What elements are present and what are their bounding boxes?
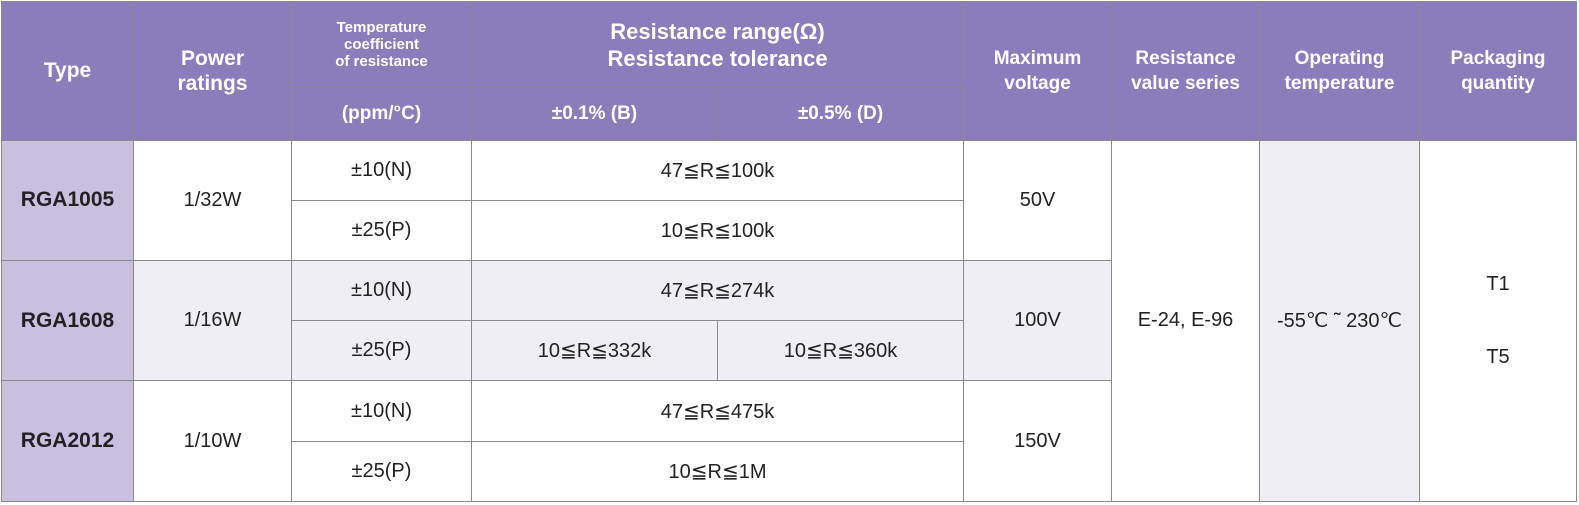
- packaging-t1: T1: [1486, 272, 1510, 295]
- operating-temp-cell: -55℃ ˜ 230℃: [1259, 139, 1421, 503]
- tcr-cell: ±10(N): [291, 260, 472, 322]
- header-tolerance-b: ±0.1% (B): [471, 87, 718, 141]
- header-tcr-unit: (ppm/°C): [291, 87, 472, 141]
- voltage-cell: 100V: [963, 260, 1113, 382]
- type-cell: RGA1005: [1, 139, 134, 262]
- header-resistance-range: Resistance range(Ω) Resistance tolerance: [470, 0, 965, 89]
- header-row-2: (ppm/°C) ±0.1% (B) ±0.5% (D): [2, 87, 1577, 141]
- tcr-cell: ±25(P): [291, 440, 472, 503]
- header-max-voltage: Maximum voltage: [963, 1, 1113, 141]
- packaging-cell: T1 T5: [1419, 139, 1578, 503]
- table-row: RGA1005 1/32W ±10(N) 47≦R≦100k 50V E-24,…: [1, 139, 1578, 503]
- header-packaging-label: Packaging quantity: [1450, 47, 1546, 94]
- header-packaging: Packaging quantity: [1419, 1, 1578, 141]
- range-cell: 47≦R≦274k: [470, 260, 965, 322]
- table-row: RGA1608 1/16W ±10(N) 47≦R≦274k 100V: [1, 260, 1577, 382]
- type-cell: RGA2012: [1, 380, 134, 502]
- power-cell: 1/10W: [133, 380, 292, 502]
- header-row-1: Type Power ratings Temperature coefficie…: [1, 0, 1578, 141]
- header-tcr-label: Temperature coefficient of resistance: [335, 19, 428, 71]
- header-operating-temp-label: Operating temperature: [1284, 47, 1395, 94]
- packaging-t5: T5: [1486, 345, 1510, 368]
- header-value-series: Resistance value series: [1111, 1, 1261, 141]
- tcr-cell: ±25(P): [291, 320, 472, 382]
- range-cell: 10≦R≦100k: [470, 199, 965, 262]
- tcr-cell: ±10(N): [291, 380, 472, 442]
- value-series-cell: E-24, E-96: [1111, 139, 1261, 503]
- range-d-cell: 10≦R≦360k: [716, 320, 965, 382]
- range-cell: 47≦R≦100k: [470, 139, 965, 201]
- range-b-cell: 10≦R≦332k: [471, 320, 718, 382]
- power-cell: 1/16W: [133, 260, 292, 382]
- header-resistance-range-label: Resistance range(Ω) Resistance tolerance: [607, 18, 828, 71]
- header-operating-temp: Operating temperature: [1259, 1, 1421, 141]
- range-cell: 10≦R≦1M: [470, 440, 965, 503]
- header-power-ratings: Power ratings: [133, 1, 292, 141]
- tcr-cell: ±10(N): [291, 139, 472, 201]
- tcr-cell: ±25(P): [291, 199, 472, 262]
- table-row: ±25(P) 10≦R≦100k: [2, 199, 1577, 262]
- power-cell: 1/32W: [133, 139, 292, 262]
- header-tolerance-d: ±0.5% (D): [716, 87, 965, 141]
- table-row: RGA2012 1/10W ±10(N) 47≦R≦475k 150V: [1, 380, 1577, 502]
- header-max-voltage-label: Maximum voltage: [993, 47, 1082, 94]
- header-power-ratings-label: Power ratings: [177, 46, 248, 95]
- header-value-series-label: Resistance value series: [1131, 47, 1240, 94]
- voltage-cell: 50V: [963, 139, 1113, 262]
- header-tcr: Temperature coefficient of resistance: [291, 0, 472, 89]
- table-row: ±25(P) 10≦R≦1M: [2, 440, 1577, 503]
- header-type: Type: [1, 1, 134, 141]
- voltage-cell: 150V: [963, 380, 1113, 502]
- range-cell: 47≦R≦475k: [470, 380, 965, 442]
- table-row: ±25(P) 10≦R≦332k 10≦R≦360k: [2, 320, 1577, 382]
- type-cell: RGA1608: [1, 260, 134, 382]
